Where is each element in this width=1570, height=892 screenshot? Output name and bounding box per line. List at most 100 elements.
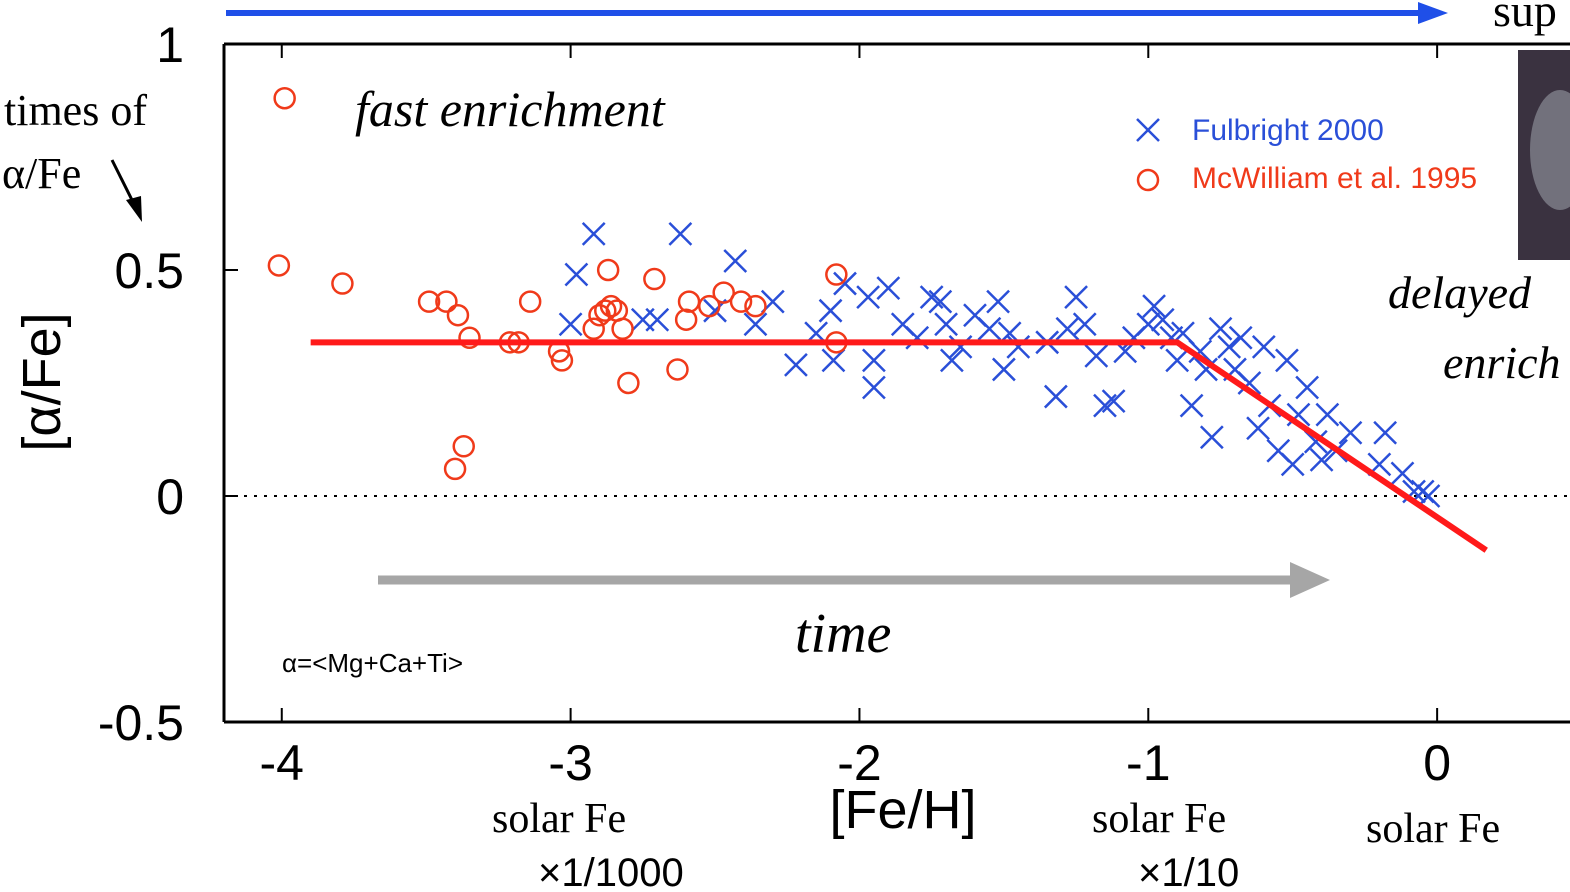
data-point [331, 272, 354, 295]
data-point [1338, 420, 1363, 445]
data-point [677, 290, 701, 313]
data-point [581, 221, 606, 246]
data-point [712, 281, 735, 304]
data-point [617, 371, 640, 395]
data-point [611, 317, 634, 341]
annotation: time [795, 603, 891, 665]
data-point [518, 290, 542, 313]
data-point [818, 298, 843, 323]
data-point [1280, 452, 1305, 477]
x-tick-label: -2 [837, 735, 881, 791]
data-point [833, 271, 857, 296]
data-point [919, 285, 944, 310]
annotation: α=<Mg+Ca+Ti> [282, 648, 463, 678]
data-point [594, 299, 617, 322]
annotation: solar Fe [1092, 796, 1226, 842]
data-point [1237, 371, 1262, 395]
legend-label: McWilliam et al. 1995 [1192, 162, 1477, 195]
data-point [723, 249, 748, 273]
data-point [784, 353, 808, 377]
data-point [928, 289, 953, 314]
fit-line [310, 339, 1488, 553]
data-point [1064, 285, 1088, 310]
data-point [1136, 312, 1161, 337]
data-point [856, 285, 880, 310]
data-point [1043, 384, 1068, 409]
data-point [1315, 402, 1340, 427]
data-point [986, 289, 1010, 314]
data-point [273, 86, 296, 110]
x-tick-label: -4 [260, 735, 304, 791]
data-point [558, 312, 583, 337]
data-point [743, 312, 768, 337]
data-point [582, 317, 605, 341]
data-point [1295, 375, 1320, 400]
annotation: ×1/1000 [538, 851, 684, 892]
data-point [443, 457, 467, 481]
y-tick-label: -0.5 [98, 695, 184, 751]
data-point [645, 307, 670, 332]
data-point [1373, 420, 1398, 445]
data-point [668, 221, 693, 246]
data-point [1006, 334, 1031, 359]
x-tick-label: 0 [1423, 735, 1451, 791]
data-point [674, 308, 698, 331]
annotation: ×1/10 [1138, 851, 1239, 892]
legend-marker [1136, 168, 1160, 192]
x-axis-label: [Fe/H] [829, 780, 976, 840]
data-point [1217, 334, 1242, 359]
data-point [1194, 357, 1218, 382]
data-point [698, 294, 721, 318]
data-point [1150, 307, 1175, 332]
x-tick-label: -3 [548, 735, 592, 791]
annotation: enrich [1443, 337, 1561, 388]
annotation: times of [4, 86, 147, 135]
data-point [435, 290, 458, 313]
x-tick-label: -1 [1126, 735, 1170, 791]
y-tick-label: 0 [156, 469, 184, 525]
data-point [1275, 348, 1299, 373]
y-axis-label: [α/Fe] [12, 312, 72, 451]
data-point [596, 258, 620, 282]
data-point [1199, 425, 1224, 450]
pointer-arrow-head [126, 196, 142, 222]
data-point [452, 435, 475, 458]
data-point [729, 290, 753, 313]
data-point [1072, 312, 1097, 337]
data-point [1084, 343, 1109, 368]
time-arrow-head [1290, 562, 1330, 598]
data-point [1165, 348, 1190, 373]
data-point [1246, 416, 1270, 441]
data-point [446, 303, 470, 327]
data-point [825, 263, 848, 286]
data-point [643, 267, 666, 291]
data-point [821, 348, 846, 373]
annotation: delayed [1388, 267, 1532, 318]
annotation: α/Fe [2, 149, 81, 198]
data-point [1309, 447, 1334, 472]
data-point [939, 348, 964, 373]
data-point [991, 357, 1016, 382]
data-point [666, 358, 689, 381]
data-point [1142, 294, 1166, 319]
data-point [564, 262, 589, 287]
y-tick-label: 0.5 [114, 243, 184, 299]
y-tick-label: 1 [156, 17, 184, 73]
legend-label: Fulbright 2000 [1192, 114, 1384, 147]
data-point [267, 254, 291, 277]
data-point [977, 316, 1002, 341]
data-point [905, 325, 930, 350]
data-point [1251, 334, 1276, 359]
data-point [1188, 339, 1213, 364]
data-point [862, 375, 886, 400]
data-point [862, 348, 886, 373]
data-point [1390, 461, 1415, 486]
data-point [1303, 429, 1328, 454]
arrow-head [1418, 2, 1448, 24]
data-point [1208, 316, 1233, 341]
data-point [1055, 316, 1080, 341]
supernova-glow [1530, 90, 1570, 210]
legend-marker [1136, 118, 1160, 142]
data-point [948, 334, 973, 359]
